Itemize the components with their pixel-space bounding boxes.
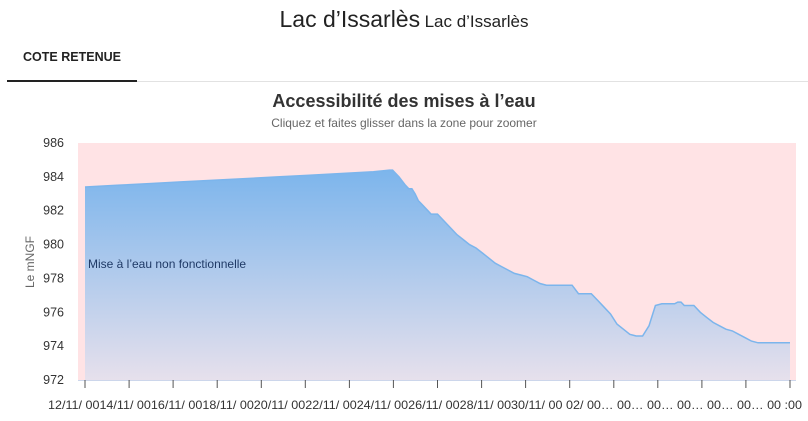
chart-subtitle: Cliquez et faites glisser dans la zone p… — [271, 116, 537, 130]
x-axis-labels: 12/11/ 0014/11/ 0016/11/ 0018/11/ 0020/1… — [48, 398, 802, 412]
y-tick-label: 986 — [43, 136, 64, 150]
y-axis: 972 974 976 978 980 982 984 986 — [43, 136, 64, 387]
band-label: Mise à l’eau non fonctionnelle — [88, 257, 246, 271]
y-axis-title: Le mNGF — [23, 236, 37, 288]
page-title-sub: Lac d’Issarlès — [424, 12, 529, 31]
series-area-fill — [85, 170, 790, 380]
series-line — [84, 169, 790, 344]
tab-bar: COTE RETENUE — [7, 40, 808, 82]
y-tick-label: 984 — [43, 170, 64, 184]
x-axis-ticks — [84, 380, 791, 388]
tab-cote-retenue[interactable]: COTE RETENUE — [7, 40, 137, 82]
y-tick-label: 972 — [43, 373, 64, 387]
y-tick-label: 978 — [43, 271, 64, 285]
y-tick-label: 980 — [43, 238, 64, 252]
y-tick-label: 982 — [43, 204, 64, 218]
page-title-main: Lac d’Issarlès — [279, 6, 421, 32]
page-title: Lac d’Issarlès Lac d’Issarlès — [0, 6, 808, 33]
y-tick-label: 976 — [43, 305, 64, 319]
chart-title: Accessibilité des mises à l’eau — [272, 91, 536, 111]
y-tick-label: 974 — [43, 339, 64, 353]
